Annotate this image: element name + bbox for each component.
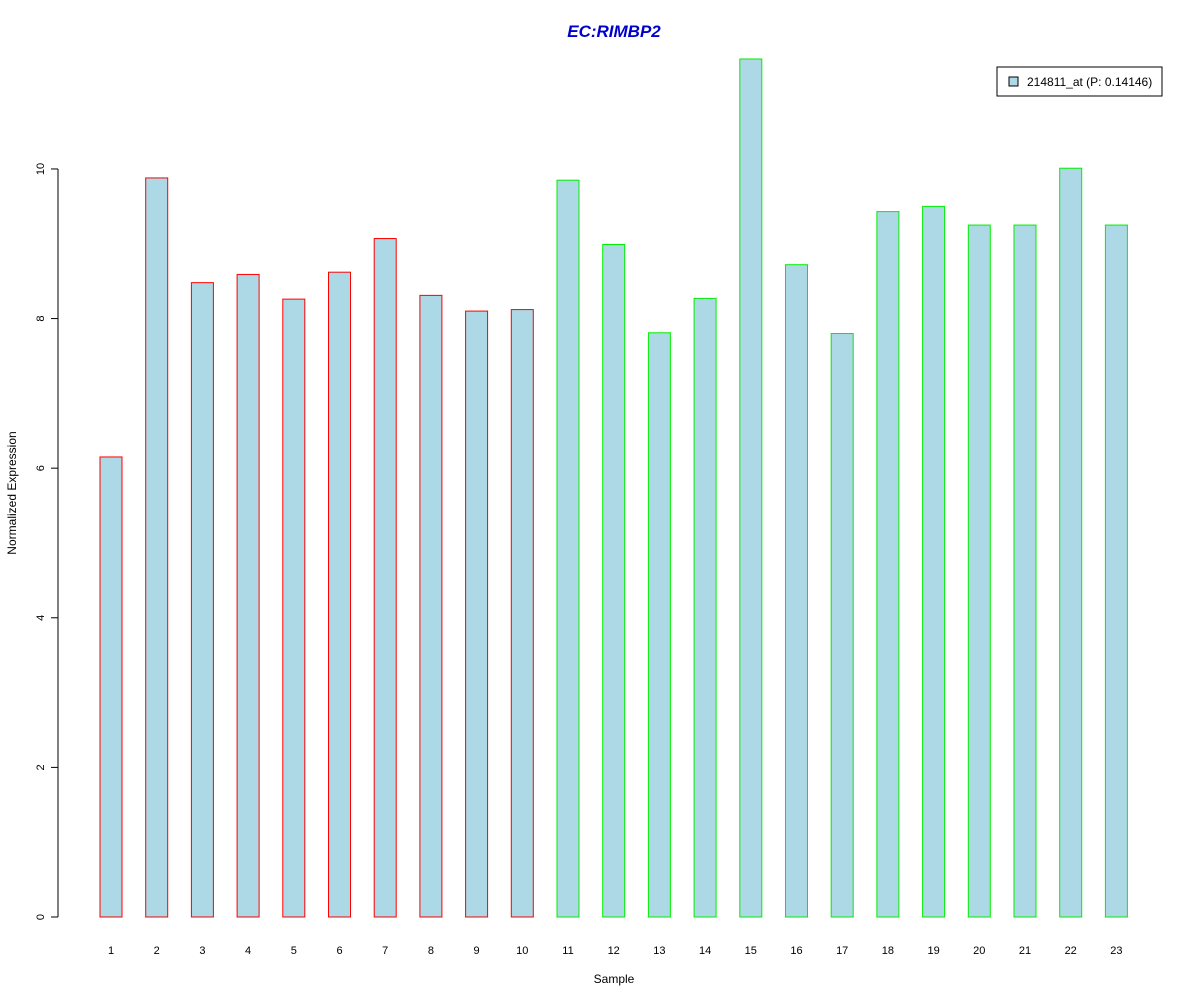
x-tick-label: 14 (699, 945, 711, 957)
x-tick-label: 16 (790, 945, 802, 957)
y-tick-label: 8 (35, 316, 47, 322)
y-tick-label: 2 (35, 764, 47, 770)
legend-label: 214811_at (P: 0.14146) (1027, 75, 1152, 89)
chart-title: EC:RIMBP2 (567, 22, 661, 41)
bar-sample-22 (1059, 167, 1083, 918)
bar-sample-4 (236, 273, 260, 918)
bar-sample-15 (739, 58, 763, 918)
x-tick-label: 8 (428, 945, 434, 957)
bar-sample-12 (602, 244, 626, 918)
x-tick-label: 13 (653, 945, 665, 957)
x-tick-label: 12 (608, 945, 620, 957)
y-tick-label: 0 (35, 914, 47, 920)
x-tick-label: 21 (1019, 945, 1031, 957)
y-tick-label: 4 (35, 615, 47, 621)
bar-sample-9 (465, 310, 489, 918)
y-axis: 0 2 4 6 8 10 (35, 163, 59, 920)
x-tick-label: 2 (154, 945, 160, 957)
x-tick-label: 4 (245, 945, 251, 957)
x-tick-label: 7 (382, 945, 388, 957)
x-tick-label: 5 (291, 945, 297, 957)
bar-sample-10 (510, 309, 534, 918)
x-tick-label: 23 (1110, 945, 1122, 957)
x-tick-label: 11 (562, 945, 573, 957)
x-tick-label: 20 (973, 945, 985, 957)
bars (99, 58, 1128, 918)
bar-sample-5 (282, 298, 306, 918)
x-tick-label: 22 (1065, 945, 1077, 957)
x-tick-label: 3 (199, 945, 205, 957)
legend: 214811_at (P: 0.14146) (996, 66, 1163, 97)
bar-sample-14 (693, 297, 717, 918)
bar-sample-17 (830, 333, 854, 918)
x-tick-label: 6 (336, 945, 342, 957)
x-tick-label: 10 (516, 945, 528, 957)
bar-sample-3 (190, 282, 214, 918)
legend-box (996, 66, 1163, 97)
bar-sample-16 (785, 264, 808, 918)
y-tick-label: 10 (35, 163, 47, 175)
bar-sample-2 (145, 177, 169, 918)
x-tick-label: 17 (836, 945, 848, 957)
bar-sample-19 (922, 205, 946, 918)
bar-sample-23 (1104, 224, 1128, 918)
bar-sample-13 (647, 332, 671, 918)
bar-sample-8 (419, 294, 443, 918)
bar-sample-1 (99, 456, 123, 918)
x-axis-label: Sample (594, 972, 635, 986)
bar-sample-21 (1013, 224, 1037, 918)
y-axis-label: Normalized Expression (5, 431, 19, 554)
y-tick-label: 6 (35, 465, 47, 471)
x-tick-label: 9 (474, 945, 480, 957)
x-tick-label: 18 (882, 945, 894, 957)
bar-sample-7 (373, 238, 397, 918)
x-tick-label: 1 (108, 945, 114, 957)
bar-sample-20 (967, 224, 991, 918)
x-tick-labels: 1 2 3 4 5 6 7 8 9 10 11 12 13 14 15 16 17 18 19 20 21 22 23 (108, 945, 1123, 957)
bar-sample-11 (556, 179, 580, 918)
x-tick-label: 19 (927, 945, 939, 957)
x-tick-label: 15 (745, 945, 757, 957)
bar-sample-18 (876, 211, 900, 918)
legend-swatch (1008, 76, 1019, 87)
bar-sample-6 (328, 271, 351, 918)
